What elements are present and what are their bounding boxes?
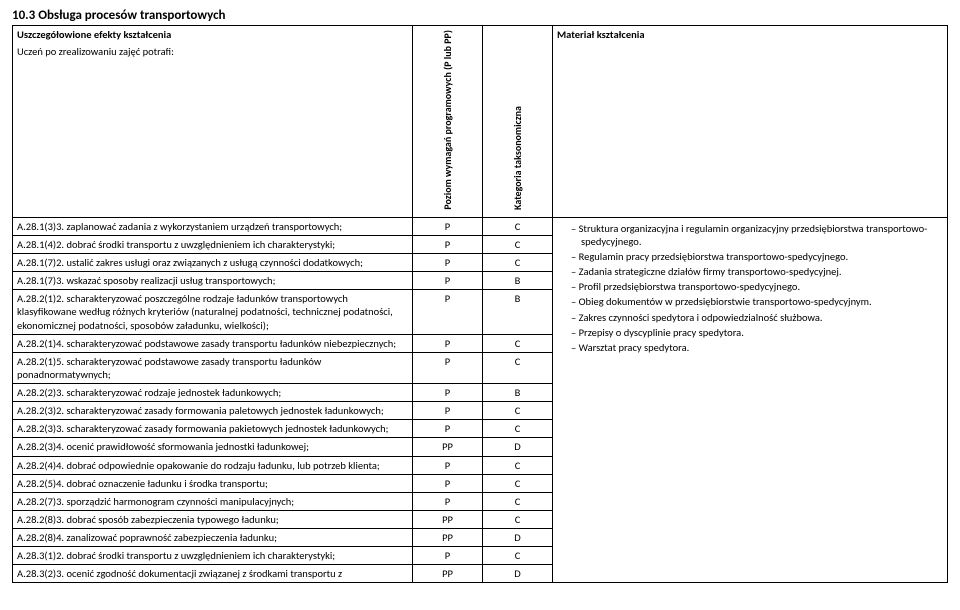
level-cell: P — [413, 402, 483, 420]
category-cell: B — [483, 384, 553, 402]
category-cell: C — [483, 402, 553, 420]
table-row: A.28.1(3)3. zaplanować zadania z wykorzy… — [13, 217, 948, 235]
category-cell: C — [483, 474, 553, 492]
category-cell: C — [483, 334, 553, 352]
level-cell: P — [413, 352, 483, 383]
material-list: Struktura organizacyjna i regulamin orga… — [571, 222, 943, 354]
effect-cell: A.28.2(1)4. scharakteryzować podstawowe … — [13, 334, 413, 352]
effect-cell: A.28.3(1)2. dobrać środki transportu z u… — [13, 547, 413, 565]
level-cell: PP — [413, 565, 483, 583]
effect-cell: A.28.2(3)4. ocenić prawidłowość sformowa… — [13, 438, 413, 456]
material-item: Profil przedsiębiorstwa transportowo-spe… — [571, 280, 943, 293]
effect-cell: A.28.1(4)2. dobrać środki transportu z u… — [13, 235, 413, 253]
effect-cell: A.28.2(8)3. dobrać sposób zabezpieczenia… — [13, 510, 413, 528]
effect-cell: A.28.2(5)4. dobrać oznaczenie ładunku i … — [13, 474, 413, 492]
effect-cell: A.28.2(3)3. scharakteryzować zasady form… — [13, 420, 413, 438]
table-body: A.28.1(3)3. zaplanować zadania z wykorzy… — [13, 217, 948, 583]
category-cell: B — [483, 272, 553, 290]
page: 10.3 Obsługa procesów transportowych Usz… — [0, 0, 960, 591]
material-title: Materiał kształcenia — [557, 28, 645, 41]
level-cell: PP — [413, 510, 483, 528]
category-cell: C — [483, 352, 553, 383]
level-cell: P — [413, 547, 483, 565]
col-header-level: Poziom wymagań programowych (P lub PP) — [413, 26, 483, 218]
material-item: Struktura organizacyjna i regulamin orga… — [571, 222, 943, 248]
effect-cell: A.28.2(8)4. zanalizować poprawność zabez… — [13, 529, 413, 547]
level-cell: P — [413, 217, 483, 235]
material-item: Zakres czynności spedytora i odpowiedzia… — [571, 311, 943, 324]
effect-cell: A.28.2(7)3. sporządzić harmonogram czynn… — [13, 492, 413, 510]
level-cell: P — [413, 254, 483, 272]
effects-title: Uszczegółowione efekty kształcenia — [17, 28, 408, 41]
category-cell: C — [483, 217, 553, 235]
table-header-row: Uszczegółowione efekty kształcenia Uczeń… — [13, 26, 948, 218]
level-cell: P — [413, 474, 483, 492]
category-cell: C — [483, 547, 553, 565]
material-item: Przepisy o dyscyplinie pracy spedytora. — [571, 326, 943, 339]
level-cell: P — [413, 420, 483, 438]
material-item: Zadania strategiczne działów firmy trans… — [571, 265, 943, 278]
category-cell: C — [483, 420, 553, 438]
effects-subtitle: Uczeń po zrealizowaniu zajęć potrafi: — [17, 45, 408, 58]
category-label: Kategoria taksonomiczna — [512, 104, 523, 212]
effect-cell: A.28.2(3)2. scharakteryzować zasady form… — [13, 402, 413, 420]
level-label: Poziom wymagań programowych (P lub PP) — [442, 28, 453, 212]
category-cell: D — [483, 565, 553, 583]
effect-cell: A.28.3(2)3. ocenić zgodność dokumentacji… — [13, 565, 413, 583]
effect-cell: A.28.1(7)3. wskazać sposoby realizacji u… — [13, 272, 413, 290]
level-cell: P — [413, 235, 483, 253]
curriculum-table: Uszczegółowione efekty kształcenia Uczeń… — [12, 25, 948, 583]
level-cell: PP — [413, 438, 483, 456]
level-cell: P — [413, 492, 483, 510]
material-item: Warsztat pracy spedytora. — [571, 341, 943, 354]
col-header-effects: Uszczegółowione efekty kształcenia Uczeń… — [13, 26, 413, 218]
section-title-text: Obsługa procesów transportowych — [38, 8, 225, 23]
level-cell: P — [413, 334, 483, 352]
effect-cell: A.28.2(2)3. scharakteryzować rodzaje jed… — [13, 384, 413, 402]
section-heading: 10.3 Obsługa procesów transportowych — [12, 8, 948, 23]
level-cell: P — [413, 272, 483, 290]
effect-cell: A.28.2(1)5. scharakteryzować podstawowe … — [13, 352, 413, 383]
category-cell: C — [483, 254, 553, 272]
category-cell: C — [483, 456, 553, 474]
col-header-category: Kategoria taksonomiczna — [483, 26, 553, 218]
category-cell: D — [483, 438, 553, 456]
category-cell: B — [483, 290, 553, 334]
category-cell: C — [483, 235, 553, 253]
material-item: Regulamin pracy przedsiębiorstwa transpo… — [571, 250, 943, 263]
level-cell: P — [413, 456, 483, 474]
col-header-material: Materiał kształcenia — [553, 26, 948, 218]
level-cell: P — [413, 384, 483, 402]
category-cell: C — [483, 510, 553, 528]
effect-cell: A.28.2(4)4. dobrać odpowiednie opakowani… — [13, 456, 413, 474]
effect-cell: A.28.2(1)2. scharakteryzować poszczególn… — [13, 290, 413, 334]
category-cell: C — [483, 492, 553, 510]
section-number: 10.3 — [12, 8, 35, 23]
category-cell: D — [483, 529, 553, 547]
material-item: Obieg dokumentów w przedsiębiorstwie tra… — [571, 295, 943, 308]
material-cell: Struktura organizacyjna i regulamin orga… — [553, 217, 948, 583]
level-cell: PP — [413, 529, 483, 547]
effect-cell: A.28.1(3)3. zaplanować zadania z wykorzy… — [13, 217, 413, 235]
effect-cell: A.28.1(7)2. ustalić zakres usługi oraz z… — [13, 254, 413, 272]
level-cell: P — [413, 290, 483, 334]
